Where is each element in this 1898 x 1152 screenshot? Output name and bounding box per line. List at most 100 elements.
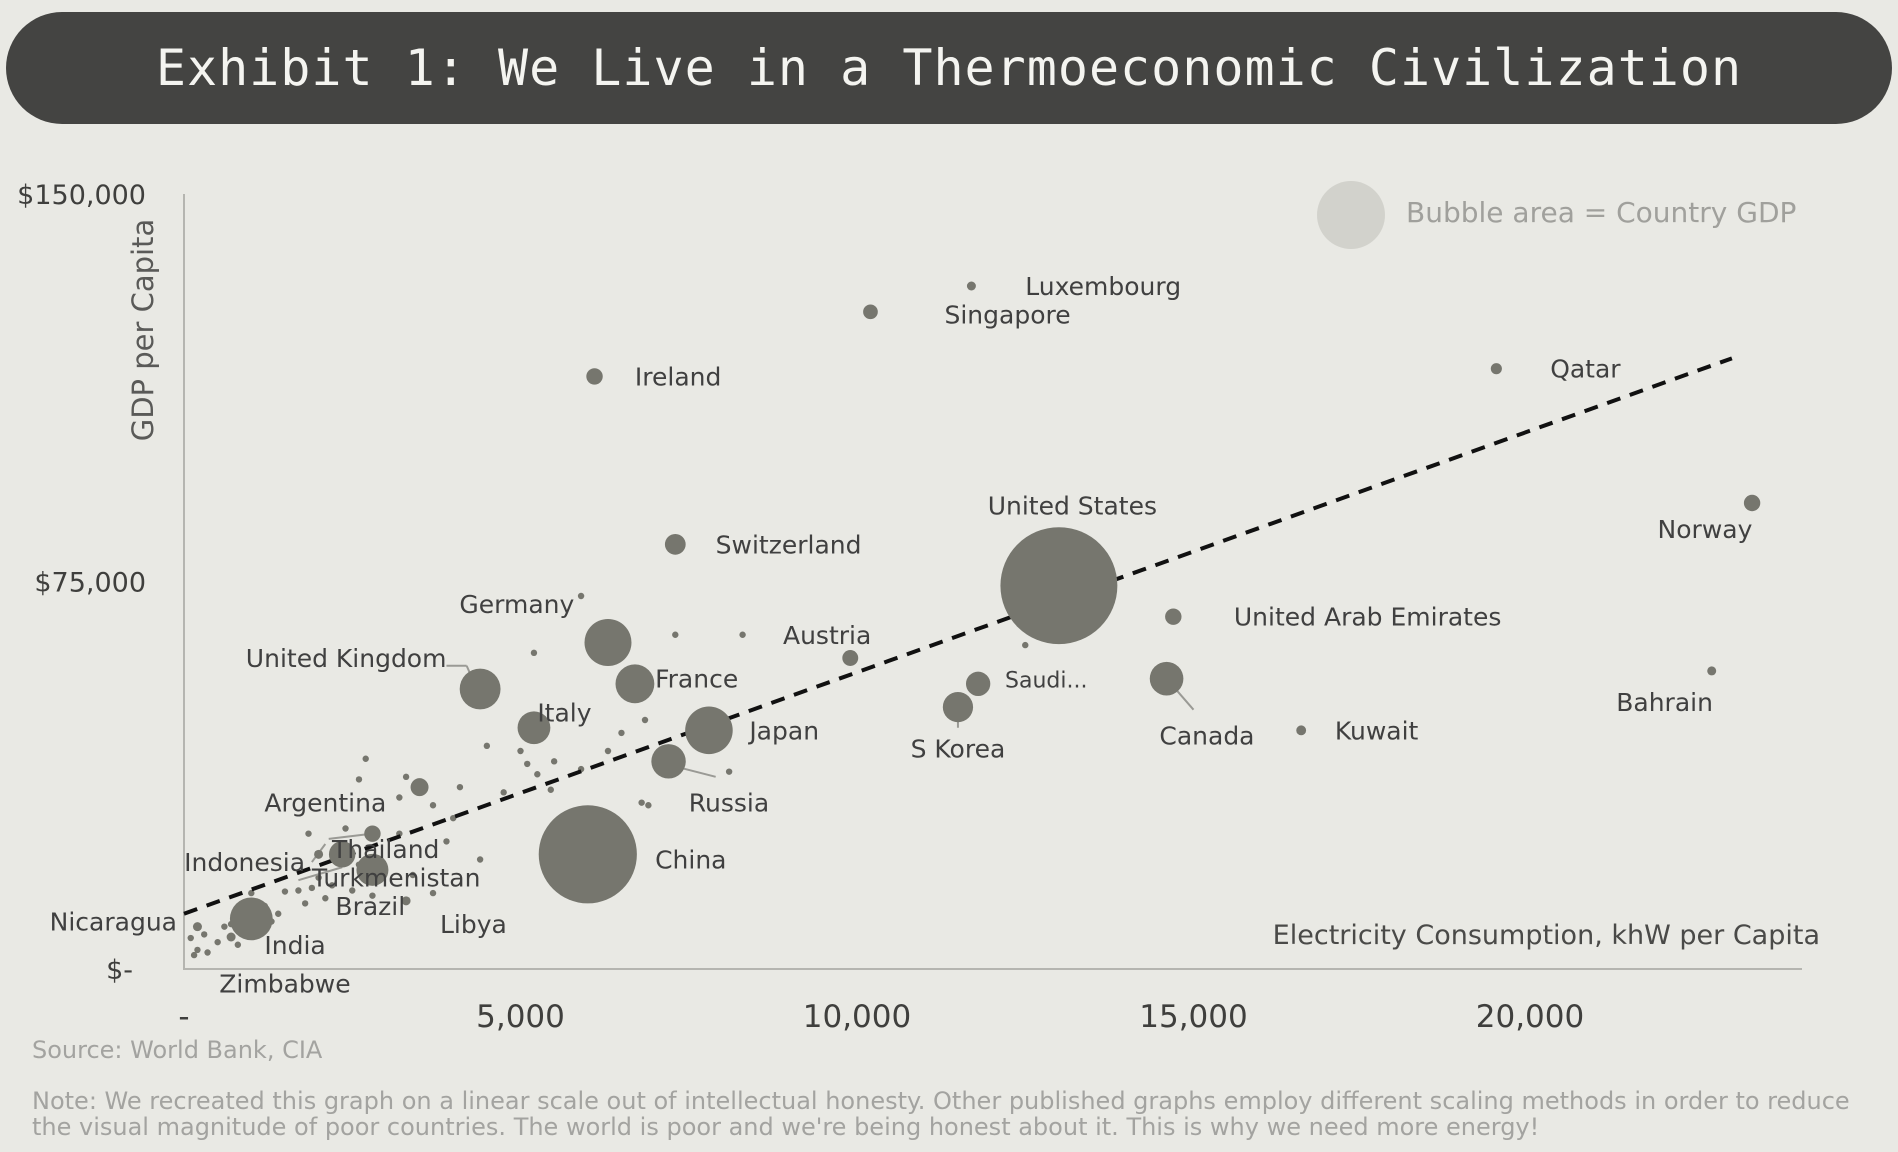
minor-point <box>604 747 612 755</box>
x-tick-label: 10,000 <box>803 999 911 1035</box>
country-label: Austria <box>783 621 871 650</box>
country-label: Bahrain <box>1616 688 1713 717</box>
y-tick-label: $- <box>106 955 133 986</box>
minor-point <box>739 631 746 638</box>
country-label: Libya <box>440 910 507 939</box>
bubble-united-arab-emirates <box>1165 608 1182 625</box>
title-banner: Exhibit 1: We Live in a Thermoeconomic C… <box>6 12 1892 124</box>
country-label: Turkmenistan <box>311 864 481 893</box>
source-note: Source: World Bank, CIA <box>32 1036 323 1064</box>
y-axis-title: GDP per Capita <box>126 219 160 442</box>
minor-point <box>362 755 369 762</box>
minor-point <box>349 887 356 894</box>
bubble-germany <box>584 619 632 666</box>
y-tick-label: $150,000 <box>17 180 146 211</box>
minor-point <box>194 946 201 954</box>
minor-point <box>190 951 198 959</box>
country-label: Kuwait <box>1335 716 1419 745</box>
minor-point <box>308 884 316 892</box>
minor-point <box>524 760 531 768</box>
minor-point <box>456 783 464 791</box>
bubble-bahrain <box>1707 666 1717 676</box>
bubble-indonesia <box>328 841 356 868</box>
legend-text: Bubble area = Country GDP <box>1406 196 1796 229</box>
minor-point <box>315 874 322 881</box>
minor-point <box>672 631 679 638</box>
country-label: Nicaragua <box>50 908 177 937</box>
bubble-argentina <box>410 778 429 797</box>
country-label: India <box>264 931 325 960</box>
minor-point <box>725 768 733 775</box>
minor-point <box>322 895 329 902</box>
minor-point <box>577 592 585 600</box>
minor-bubbles <box>187 592 1029 959</box>
x-tick-label: 20,000 <box>1476 999 1584 1035</box>
bubble-qatar <box>1490 363 1502 375</box>
minor-point <box>187 934 194 942</box>
minor-point <box>221 923 228 930</box>
minor-point <box>200 931 208 938</box>
country-label: Norway <box>1658 515 1753 544</box>
minor-point <box>476 856 484 863</box>
minor-point <box>483 742 491 750</box>
bubble-china <box>538 805 637 904</box>
country-label: Luxembourg <box>1025 272 1181 301</box>
bubble-austria <box>842 650 859 666</box>
country-label: United Kingdom <box>246 644 447 673</box>
minor-point <box>342 825 349 832</box>
minor-point <box>443 838 450 845</box>
country-label: Thailand <box>331 835 439 864</box>
minor-point <box>402 773 410 781</box>
country-label: S Korea <box>911 734 1006 763</box>
minor-point <box>275 910 282 917</box>
axes: GDP per Capita Electricity Consumption, k… <box>126 194 1820 970</box>
bubble-thailand <box>364 825 381 842</box>
bubble-united-kingdom <box>459 668 501 710</box>
country-label: Indonesia <box>184 848 305 877</box>
bubble-united-states <box>1000 527 1118 645</box>
bubble-s-korea <box>942 691 974 723</box>
country-label: Switzerland <box>716 530 862 559</box>
bubble-turkmenistan <box>314 849 324 859</box>
minor-point <box>355 776 363 783</box>
minor-point <box>204 949 211 956</box>
bubble-india <box>229 897 273 941</box>
bubble-brazil <box>356 853 389 886</box>
country-label: France <box>655 665 738 694</box>
minor-point <box>618 729 625 737</box>
minor-point <box>429 802 437 809</box>
minor-point <box>369 892 376 899</box>
country-label: Russia <box>689 789 769 818</box>
minor-point <box>534 771 541 778</box>
minor-point <box>530 649 538 657</box>
leader-line <box>298 866 343 882</box>
minor-point <box>429 889 437 897</box>
bubble-japan <box>685 706 733 755</box>
country-label: Ireland <box>635 362 721 391</box>
minor-point <box>396 794 403 801</box>
country-label: Italy <box>537 698 591 727</box>
bubble-kuwait <box>1296 725 1307 736</box>
minor-point <box>295 887 302 894</box>
country-label: Japan <box>747 716 819 745</box>
minor-point <box>450 814 457 822</box>
bubble-france <box>615 664 655 704</box>
x-tick-label: 15,000 <box>1139 999 1247 1035</box>
minor-point <box>500 789 507 796</box>
minor-point <box>645 802 652 809</box>
minor-point <box>214 938 221 946</box>
country-label: Qatar <box>1550 355 1621 384</box>
bubble-libya <box>401 896 411 906</box>
minor-point <box>305 830 312 837</box>
minor-point <box>517 747 524 755</box>
minor-point <box>281 888 289 895</box>
country-label: Canada <box>1159 722 1254 751</box>
minor-point <box>234 941 242 948</box>
bubble-saudi-arabia <box>965 671 991 696</box>
bubble-nicaragua <box>192 922 202 932</box>
tick-labels: - 5,000 10,000 15,000 20,000 $- $75,000 $150,00… <box>17 180 1584 1035</box>
minor-point <box>248 889 255 897</box>
country-label: United Arab Emirates <box>1234 603 1502 632</box>
